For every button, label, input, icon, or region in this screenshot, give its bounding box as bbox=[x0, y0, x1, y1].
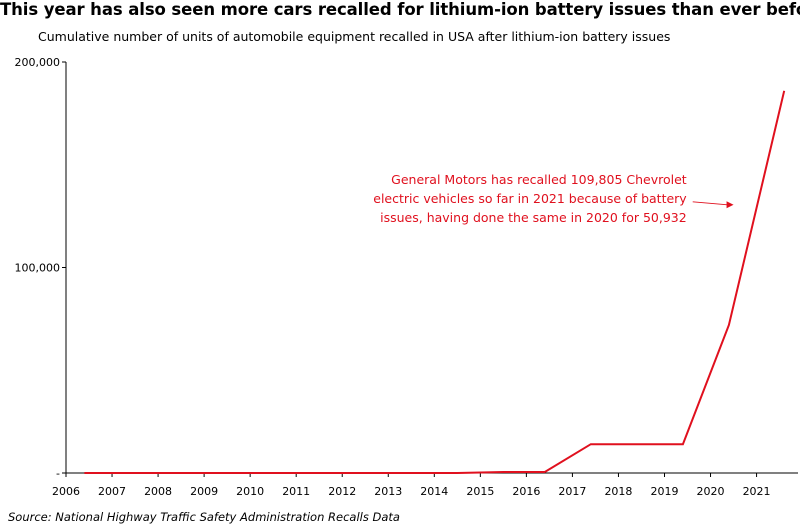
annotation-arrow-head bbox=[726, 201, 734, 209]
x-tick-label: 2014 bbox=[420, 485, 448, 498]
x-tick-labels: 2006 2007 2008 2009 2010 2011 2012 2013 2014 2015… bbox=[52, 473, 771, 498]
y-tick-labels: - 100,000 200,000 bbox=[15, 56, 66, 480]
x-tick-label: 2008 bbox=[144, 485, 172, 498]
series-line bbox=[84, 90, 786, 474]
annotation-text-line: issues, having done the same in 2020 for… bbox=[380, 210, 687, 225]
x-tick-label: 2019 bbox=[650, 485, 678, 498]
series-group bbox=[84, 90, 786, 474]
x-tick-label: 2017 bbox=[558, 485, 586, 498]
chart-title: This year has also seen more cars recall… bbox=[0, 0, 800, 19]
x-tick-label: 2015 bbox=[466, 485, 494, 498]
x-tick-label: 2010 bbox=[236, 485, 264, 498]
x-tick-label: 2011 bbox=[282, 485, 310, 498]
annotation-text-line: electric vehicles so far in 2021 because… bbox=[373, 191, 687, 206]
y-tick-label: 100,000 bbox=[15, 262, 61, 275]
annotation-arrow-line bbox=[692, 201, 728, 206]
chart-subtitle: Cumulative number of units of automobile… bbox=[38, 29, 671, 44]
x-tick-label: 2006 bbox=[52, 485, 80, 498]
y-tick-label: - bbox=[56, 467, 60, 480]
annotation-text-line: General Motors has recalled 109,805 Chev… bbox=[391, 172, 687, 187]
x-tick-label: 2016 bbox=[512, 485, 540, 498]
x-tick-label: 2021 bbox=[743, 485, 771, 498]
x-tick-label: 2018 bbox=[604, 485, 632, 498]
source-note: Source: National Highway Traffic Safety … bbox=[8, 510, 400, 524]
y-tick-label: 200,000 bbox=[15, 56, 61, 69]
x-tick-label: 2020 bbox=[697, 485, 725, 498]
x-tick-label: 2012 bbox=[328, 485, 356, 498]
axes bbox=[65, 62, 798, 474]
x-tick-label: 2013 bbox=[374, 485, 402, 498]
annotation-group: General Motors has recalled 109,805 Chev… bbox=[373, 172, 734, 225]
x-tick-label: 2007 bbox=[98, 485, 126, 498]
x-tick-label: 2009 bbox=[190, 485, 218, 498]
